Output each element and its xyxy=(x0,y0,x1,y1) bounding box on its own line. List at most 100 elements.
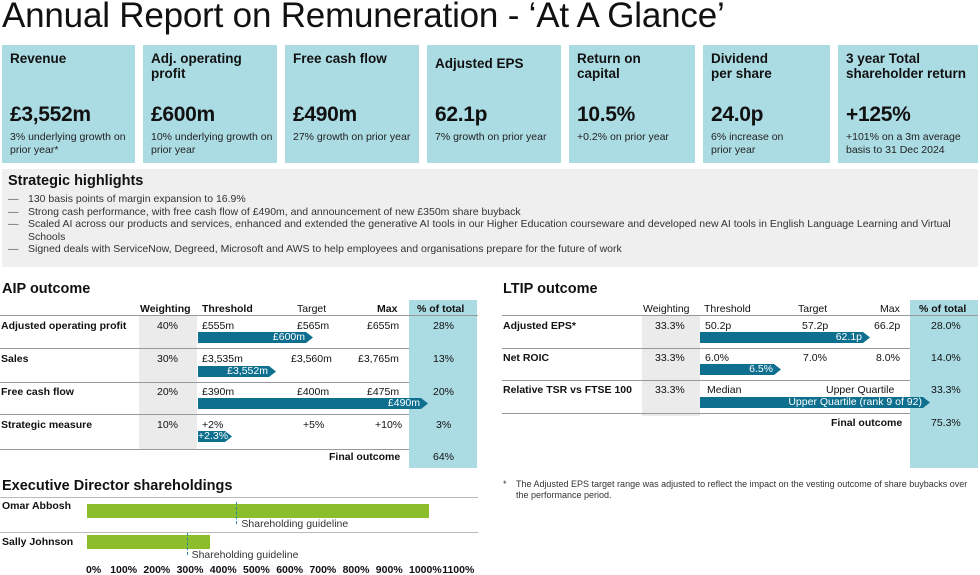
header-target: Target xyxy=(798,303,828,315)
divider xyxy=(0,532,478,533)
divider xyxy=(0,348,409,349)
cell-weighting: 30% xyxy=(157,353,179,365)
weighting-column-bg xyxy=(642,316,700,416)
cell-weighting: 10% xyxy=(157,419,179,431)
cell-weighting: 20% xyxy=(157,386,179,398)
cell-target: +5% xyxy=(303,419,325,431)
outcome-bar: +2.3% xyxy=(198,431,232,442)
row-label: Relative TSR vs FTSE 100 xyxy=(503,384,632,396)
kpi-label: Free cash flow xyxy=(293,51,387,66)
kpi-value: £490m xyxy=(293,103,357,126)
kpi-subtext: +101% on a 3m average basis to 31 Dec 20… xyxy=(846,131,961,156)
final-outcome-value: 64% xyxy=(433,451,455,463)
kpi-subtext: 27% growth on prior year xyxy=(293,131,411,143)
kpi-subtext: 10% underlying growth on prior year xyxy=(151,131,273,156)
final-outcome-label: Final outcome xyxy=(329,451,401,463)
outcome-bar: £490m xyxy=(198,398,428,409)
footnote-marker: * xyxy=(503,479,507,489)
cell-target: £3,560m xyxy=(291,353,332,365)
cell-target: Upper Quartile xyxy=(826,384,895,396)
cell-weighting: 40% xyxy=(157,320,179,332)
cell-max: 8.0% xyxy=(876,352,900,364)
kpi-label: Dividend per share xyxy=(711,51,772,81)
pct-column-bg xyxy=(910,300,978,468)
final-outcome-value: 75.3% xyxy=(931,417,961,429)
kpi-return-on-capital: Return on capital 10.5% +0.2% on prior y… xyxy=(569,45,695,163)
cell-target: 7.0% xyxy=(803,352,827,364)
x-tick-label: 600% xyxy=(276,564,304,575)
cell-target: £400m xyxy=(297,386,330,398)
x-tick-label: 400% xyxy=(209,564,237,575)
aip-title: AIP outcome xyxy=(2,281,91,297)
row-label: Adjusted EPS* xyxy=(503,320,576,332)
header-threshold: Threshold xyxy=(202,303,253,315)
divider xyxy=(502,380,910,381)
cell-threshold: 50.2p xyxy=(705,320,732,332)
divider xyxy=(0,315,478,316)
header-threshold: Threshold xyxy=(704,303,751,315)
kpi-label: 3 year Total shareholder return xyxy=(846,51,967,81)
x-tick-label: 1100% xyxy=(442,564,475,575)
cell-target: 57.2p xyxy=(802,320,829,332)
kpi-value: 24.0p xyxy=(711,103,764,126)
x-tick-label: 300% xyxy=(176,564,204,575)
cell-pct: 3% xyxy=(436,419,452,431)
cell-threshold: £3,535m xyxy=(202,353,243,365)
x-tick-label: 0% xyxy=(86,564,102,575)
aip-table: Weighting Threshold Target Max % of tota… xyxy=(0,300,478,470)
x-tick-label: 900% xyxy=(375,564,403,575)
divider xyxy=(0,497,478,498)
kpi-value: +125% xyxy=(846,103,911,126)
list-item: Scaled AI across our products and servic… xyxy=(8,218,972,243)
cell-max: £655m xyxy=(367,320,400,332)
highlights-title: Strategic highlights xyxy=(8,173,144,189)
cell-pct: 20% xyxy=(433,386,455,398)
kpi-subtext: 3% underlying growth on prior year* xyxy=(10,131,126,156)
cell-threshold: £555m xyxy=(202,320,235,332)
shareholdings-chart: Omar Abbosh Shareholding guideline Sally… xyxy=(0,478,478,575)
cell-pct: 33.3% xyxy=(931,384,961,396)
kpi-label: Adj. operating profit xyxy=(151,51,242,81)
kpi-total-shareholder-return: 3 year Total shareholder return +125% +1… xyxy=(838,45,978,163)
header-weighting: Weighting xyxy=(643,303,690,315)
director-name: Omar Abbosh xyxy=(2,500,72,512)
x-tick-label: 500% xyxy=(243,564,270,575)
list-item: 130 basis points of margin expansion to … xyxy=(8,193,972,206)
outcome-bar: 6.5% xyxy=(700,364,781,375)
ltip-title: LTIP outcome xyxy=(503,281,598,297)
outcome-bar: £600m xyxy=(198,332,313,343)
cell-pct: 14.0% xyxy=(931,352,961,364)
weighting-column-bg xyxy=(139,316,197,450)
footnote: * The Adjusted EPS target range was adju… xyxy=(503,479,973,501)
outcome-bar: Upper Quartile (rank 9 of 92) xyxy=(700,397,930,408)
page-title: Annual Report on Remuneration - ‘At A Gl… xyxy=(2,0,725,35)
cell-pct: 28.0% xyxy=(931,320,961,332)
kpi-subtext: 6% increase on prior year xyxy=(711,131,784,156)
divider xyxy=(0,414,409,415)
final-outcome-label: Final outcome xyxy=(831,417,903,429)
row-label: Strategic measure xyxy=(1,419,93,431)
holding-bar xyxy=(87,504,429,518)
divider xyxy=(0,382,409,383)
kpi-adj-operating-profit: Adj. operating profit £600m 10% underlyi… xyxy=(143,45,277,163)
x-tick-label: 1000% xyxy=(409,564,442,575)
header-max: Max xyxy=(880,303,900,315)
list-item: Strong cash performance, with free cash … xyxy=(8,206,972,219)
director-name: Sally Johnson xyxy=(2,536,74,548)
shareholdings-title: Executive Director shareholdings xyxy=(2,478,233,494)
row-label: Adjusted operating profit xyxy=(1,320,127,332)
row-label: Net ROIC xyxy=(503,352,550,364)
row-label: Sales xyxy=(1,353,29,365)
cell-max: 66.2p xyxy=(874,320,901,332)
guideline-label: Shareholding guideline xyxy=(241,518,349,530)
kpi-subtext: +0.2% on prior year xyxy=(577,131,669,143)
divider xyxy=(502,348,910,349)
strategic-highlights: Strategic highlights 130 basis points of… xyxy=(2,169,978,267)
cell-threshold: 6.0% xyxy=(705,352,729,364)
kpi-value: 10.5% xyxy=(577,103,636,126)
kpi-value: 62.1p xyxy=(435,103,488,126)
header-pct: % of total xyxy=(919,303,967,315)
x-tick-label: 800% xyxy=(342,564,370,575)
header-target: Target xyxy=(297,303,327,315)
guideline-marker xyxy=(186,533,188,555)
